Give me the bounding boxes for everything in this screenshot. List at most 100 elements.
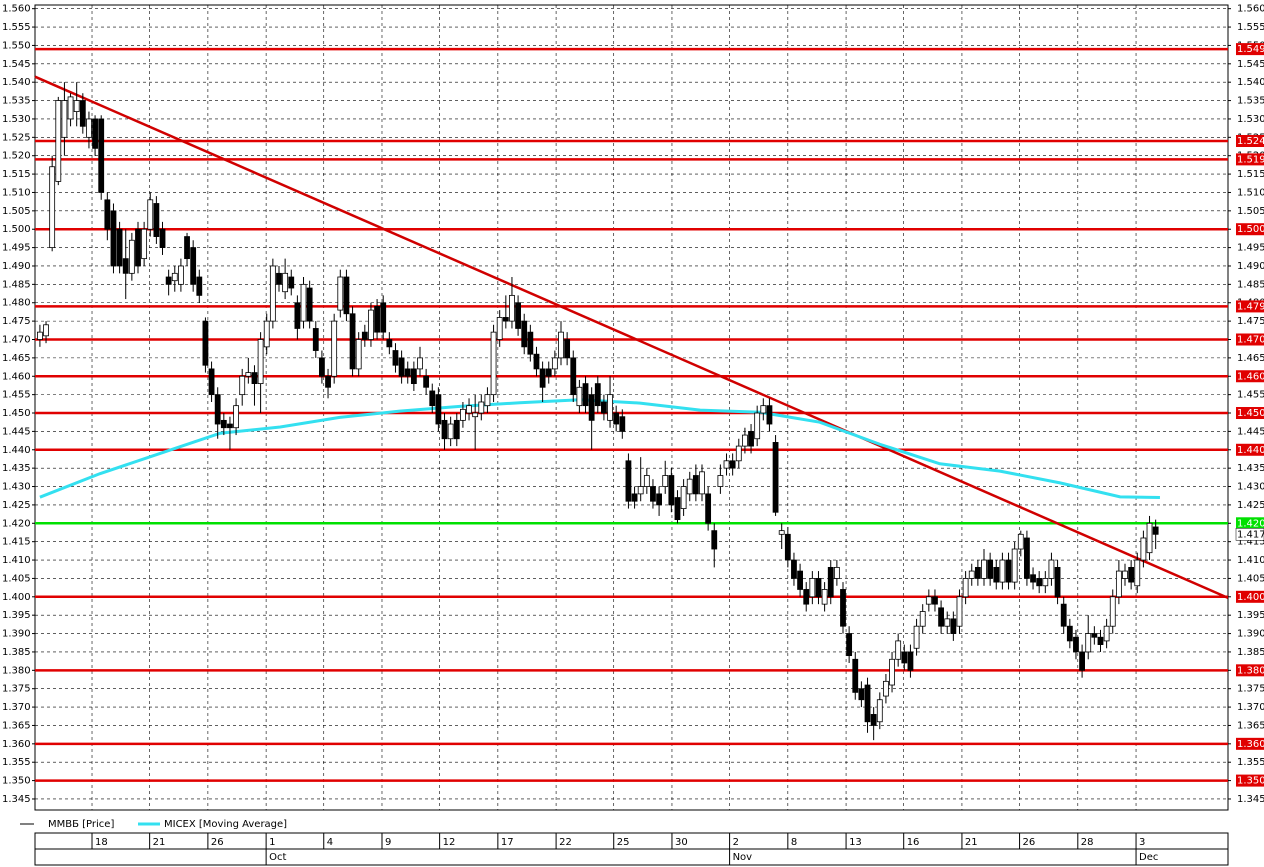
candle-body [128,239,135,274]
y-tick-label: 1.410 [2,555,31,566]
level-label: 1.400 [1237,592,1264,603]
candle-body [135,228,141,267]
y-tick-label: 1.505 [2,206,31,217]
legend-label: ММВБ [Price] [48,819,114,830]
candle-body [447,423,454,440]
candle-body [846,633,853,657]
candle-body [368,309,374,340]
candle-body [858,688,865,701]
x-tick-label: 26 [1023,837,1036,848]
candle-body [809,578,816,598]
y-tick-label: 1.365 [2,720,31,731]
candle-body [1066,625,1073,642]
x-tick-label: 25 [617,837,630,848]
y2-tick-label: 1.375 [1237,684,1264,695]
candle-body [1024,537,1030,579]
y-tick-label: 1.550 [2,40,31,51]
candle-body [932,596,938,605]
level-label: 1.350 [1237,776,1264,787]
candle-body [748,430,754,447]
candle-body [999,559,1006,583]
level-tag [1236,43,1264,56]
candle-body [239,375,246,396]
legend-label: MICEX [Moving Average] [164,819,287,830]
candle-body [797,570,803,590]
y2-tick-label: 1.465 [1237,353,1264,364]
y-tick-label: 1.515 [2,169,31,180]
candle-body [288,276,295,289]
y-tick-label: 1.425 [2,500,31,511]
candle-body [441,419,448,440]
candle-body [637,486,644,495]
level-tag [1236,443,1264,456]
y-tick-label: 1.445 [2,426,31,437]
candle-body [141,228,148,260]
y2-tick-label: 1.390 [1237,629,1264,640]
candle-body [907,651,914,671]
candle-body [1079,651,1085,671]
level-label: 1.549 [1237,44,1264,55]
level-label: 1.380 [1237,665,1264,676]
y2-tick-label: 1.395 [1237,610,1264,621]
candle-body [1091,633,1098,638]
y-tick-label: 1.455 [2,390,31,401]
y-tick-label: 1.415 [2,537,31,548]
candle-body [539,368,546,388]
y2-tick-label: 1.430 [1237,482,1264,493]
candle-body [49,166,56,249]
candle-body [294,302,301,329]
level-tag [1236,737,1264,750]
candle-body [79,100,86,127]
y-tick-label: 1.345 [2,794,31,805]
candle-body [668,475,675,506]
candle-body [509,294,515,322]
y-tick-label: 1.525 [2,132,31,143]
candle-body [122,258,129,274]
candle-body [410,368,417,385]
x-tick-label: 8 [791,837,797,848]
y-tick-label: 1.500 [2,224,31,235]
candle-body [876,699,883,723]
y-tick-label: 1.485 [2,279,31,290]
candle-body [319,357,325,377]
y-tick-label: 1.420 [2,518,31,529]
candle-body [650,486,656,502]
level-tag [1236,517,1264,530]
candle-body [214,394,221,425]
candle-body [742,434,748,447]
plot-frame [34,4,1229,811]
candle-body [1054,566,1061,598]
y2-tick-label: 1.545 [1237,59,1264,70]
candle-body [625,460,632,502]
candle-body [680,486,687,509]
candle-body [147,199,154,230]
level-label: 1.500 [1237,224,1264,235]
candle-body [717,475,724,487]
y2-tick-label: 1.515 [1237,169,1264,180]
candle-body [686,478,693,495]
candle-body [1122,570,1128,579]
candle-body [1140,537,1147,561]
level-label: 1.470 [1237,334,1264,345]
candle-body [404,368,411,377]
level-tag [1236,135,1264,148]
candle-body [251,372,258,385]
candle-body [1109,596,1116,627]
candle-body [1073,636,1079,653]
candle-body [202,320,209,366]
y-tick-label: 1.450 [2,408,31,419]
candle-body [815,578,822,598]
candle-body [613,412,620,425]
candle-body [484,394,491,407]
y2-tick-label: 1.415 [1237,537,1264,548]
candle-body [257,339,264,385]
candle-body [925,596,932,605]
candle-body [735,445,742,462]
y-tick-label: 1.490 [2,261,31,272]
y2-tick-label: 1.355 [1237,757,1264,768]
level-tag [1236,333,1264,346]
candle-body [711,530,718,550]
candle-body [827,566,834,598]
y2-tick-label: 1.425 [1237,500,1264,511]
candle-body [306,287,313,322]
